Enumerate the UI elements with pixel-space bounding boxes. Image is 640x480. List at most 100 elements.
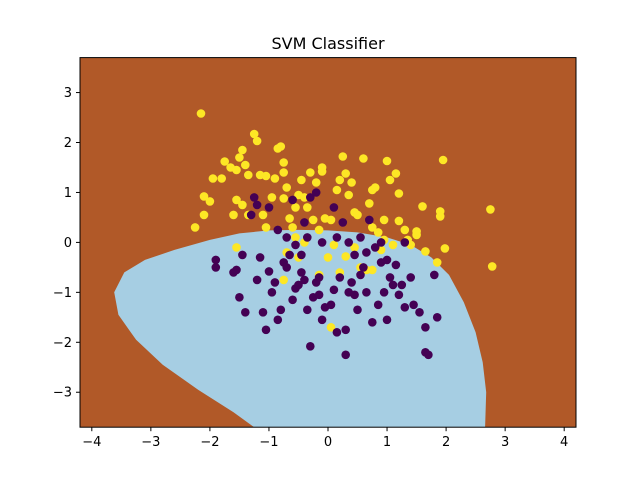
class-1-point	[308, 215, 318, 225]
class-1-point	[232, 165, 241, 175]
class-1-point	[394, 189, 404, 198]
class-0-point	[326, 300, 336, 310]
class-1-point	[306, 168, 315, 177]
class-1-point	[291, 233, 300, 242]
x-axis: −4 −3 −2 −1 0 1 2 3 4	[82, 427, 568, 450]
class-0-point	[379, 288, 389, 297]
chart-title: SVM Classifier	[271, 34, 384, 53]
class-0-point	[273, 225, 283, 235]
class-0-point	[353, 305, 362, 315]
class-0-point	[300, 275, 309, 285]
class-1-point	[244, 170, 253, 180]
class-0-point	[273, 315, 283, 325]
class-1-point	[279, 168, 289, 177]
class-0-point	[288, 295, 297, 305]
class-1-point	[199, 210, 209, 220]
class-1-point	[199, 192, 209, 201]
class-0-point	[409, 300, 418, 310]
class-0-point	[241, 308, 250, 317]
class-1-point	[220, 157, 229, 166]
class-0-point	[288, 195, 297, 205]
x-tick-label: −3	[141, 435, 160, 450]
class-1-point	[229, 210, 238, 220]
x-tick-label: −4	[82, 435, 101, 450]
x-tick-label: 0	[324, 435, 332, 450]
class-1-point	[282, 183, 292, 192]
class-1-point	[232, 243, 241, 252]
class-0-point	[415, 308, 424, 317]
class-1-point	[314, 225, 324, 235]
class-0-point	[391, 260, 401, 270]
y-tick-label: −3	[53, 386, 72, 401]
class-0-point	[314, 273, 324, 282]
class-1-point	[285, 214, 294, 223]
class-1-point	[335, 175, 345, 185]
class-1-point	[412, 227, 421, 236]
class-1-point	[232, 195, 241, 205]
class-1-point	[288, 223, 297, 232]
class-1-point	[329, 240, 339, 250]
class-1-point	[388, 240, 398, 250]
class-0-point	[211, 263, 221, 272]
class-0-point	[267, 288, 277, 297]
class-0-point	[424, 350, 433, 360]
class-0-point	[300, 218, 309, 227]
class-1-point	[347, 178, 356, 187]
class-1-point	[432, 258, 442, 267]
class-0-point	[400, 238, 410, 247]
class-0-point	[329, 203, 339, 212]
class-1-point	[385, 175, 395, 185]
class-0-point	[356, 233, 365, 242]
class-1-point	[238, 200, 247, 210]
class-0-point	[329, 285, 339, 295]
class-0-point	[335, 273, 345, 282]
class-0-point	[303, 305, 312, 315]
class-1-point	[353, 210, 362, 220]
class-0-point	[294, 280, 303, 290]
class-1-point	[418, 202, 427, 211]
class-1-point	[241, 160, 250, 170]
class-1-point	[359, 154, 368, 163]
class-1-point	[323, 253, 333, 262]
class-0-point	[252, 275, 262, 285]
class-0-point	[332, 328, 342, 337]
class-1-point	[350, 243, 359, 252]
class-1-point	[368, 223, 377, 232]
class-1-point	[368, 265, 377, 275]
class-0-point	[370, 243, 380, 252]
class-1-point	[270, 174, 280, 183]
class-1-point	[332, 185, 342, 195]
x-tick-label: 3	[501, 435, 509, 450]
class-0-point	[350, 250, 359, 260]
class-0-point	[276, 305, 286, 315]
class-1-point	[261, 223, 271, 232]
class-0-point	[341, 325, 351, 335]
y-tick-label: 0	[64, 236, 72, 251]
class-0-point	[317, 315, 327, 325]
class-0-point	[397, 280, 407, 290]
class-1-point	[394, 216, 404, 226]
class-0-point	[373, 300, 383, 310]
class-0-point	[388, 280, 398, 290]
x-tick-label: −2	[200, 435, 219, 450]
class-1-point	[435, 212, 445, 221]
class-0-point	[297, 250, 306, 260]
class-0-point	[264, 267, 274, 276]
class-0-point	[306, 193, 315, 202]
class-0-point	[400, 303, 410, 312]
class-0-point	[341, 350, 351, 360]
class-0-point	[347, 278, 356, 287]
class-0-point	[430, 270, 439, 280]
class-1-point	[190, 223, 200, 232]
class-1-point	[341, 252, 351, 261]
y-tick-label: −1	[53, 286, 72, 301]
x-tick-label: −1	[259, 435, 278, 450]
plot-area	[80, 57, 576, 428]
class-1-point	[373, 228, 383, 237]
class-1-point	[205, 197, 215, 206]
class-1-point	[365, 199, 374, 208]
class-0-point	[255, 253, 265, 262]
class-1-point	[341, 169, 351, 178]
class-1-point	[370, 183, 380, 192]
class-1-point	[438, 155, 448, 165]
